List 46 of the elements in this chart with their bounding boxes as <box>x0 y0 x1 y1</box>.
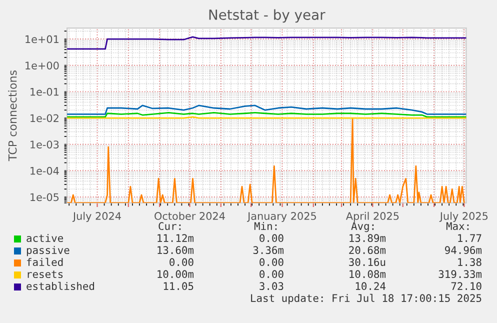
text: Cur: <box>158 222 181 230</box>
legend-label: failed <box>26 258 63 266</box>
text: 1.38 <box>458 258 482 266</box>
text: 1.77 <box>458 234 482 242</box>
x-tick-label: July 2024 <box>72 212 121 222</box>
text: 3.36m <box>253 246 284 254</box>
text: 10.24 <box>356 282 386 290</box>
line-series <box>67 36 466 50</box>
x-tick-label: October 2024 <box>154 212 225 220</box>
x-tick-label: July 2025 <box>439 212 488 222</box>
chart-title: Netstat - by year <box>209 9 326 23</box>
y-tick-label: 1e-02 <box>30 114 58 122</box>
text: 0.00 <box>260 258 284 266</box>
text: 13.89m <box>350 234 386 242</box>
text: 10.00m <box>158 270 194 278</box>
text: 13.60m <box>158 246 194 254</box>
x-tick-label: January 2025 <box>247 212 316 222</box>
text: 319.33m <box>438 270 482 278</box>
y-tick-label: 1e+01 <box>26 35 58 44</box>
legend-label: resets <box>28 270 63 278</box>
legend-label: active <box>26 234 64 242</box>
y-tick-label: 1e-03 <box>30 140 59 148</box>
text: 30.16u <box>349 258 386 266</box>
text: 10.08m <box>350 270 386 278</box>
text: 20.68m <box>349 246 386 254</box>
text: 94.96m <box>445 246 482 254</box>
text: Last update: Fri Jul 18 17:00:15 2025 <box>251 294 482 304</box>
line-series <box>67 104 466 115</box>
y-tick-label: 1e-05 <box>30 193 59 202</box>
text: 72.10 <box>451 282 482 290</box>
text: Min: <box>254 222 277 230</box>
text: 0.00 <box>170 258 194 266</box>
text: Avg: <box>351 222 374 232</box>
text: 0.00 <box>260 234 284 242</box>
text: 11.12m <box>158 234 194 242</box>
y-tick-label: 1e-04 <box>30 166 59 175</box>
y-tick-label: 1e+00 <box>26 62 59 70</box>
text: Max: <box>446 222 469 230</box>
text: 3.03 <box>260 282 284 290</box>
text: 0.00 <box>260 270 284 278</box>
legend-label: passive <box>26 246 70 256</box>
legend-label: established <box>26 282 94 290</box>
y-axis-title: TCP connections <box>8 70 17 162</box>
x-tick-label: April 2025 <box>346 212 399 222</box>
y-tick-label: 1e-01 <box>30 88 58 96</box>
text: 11.05 <box>164 282 194 290</box>
